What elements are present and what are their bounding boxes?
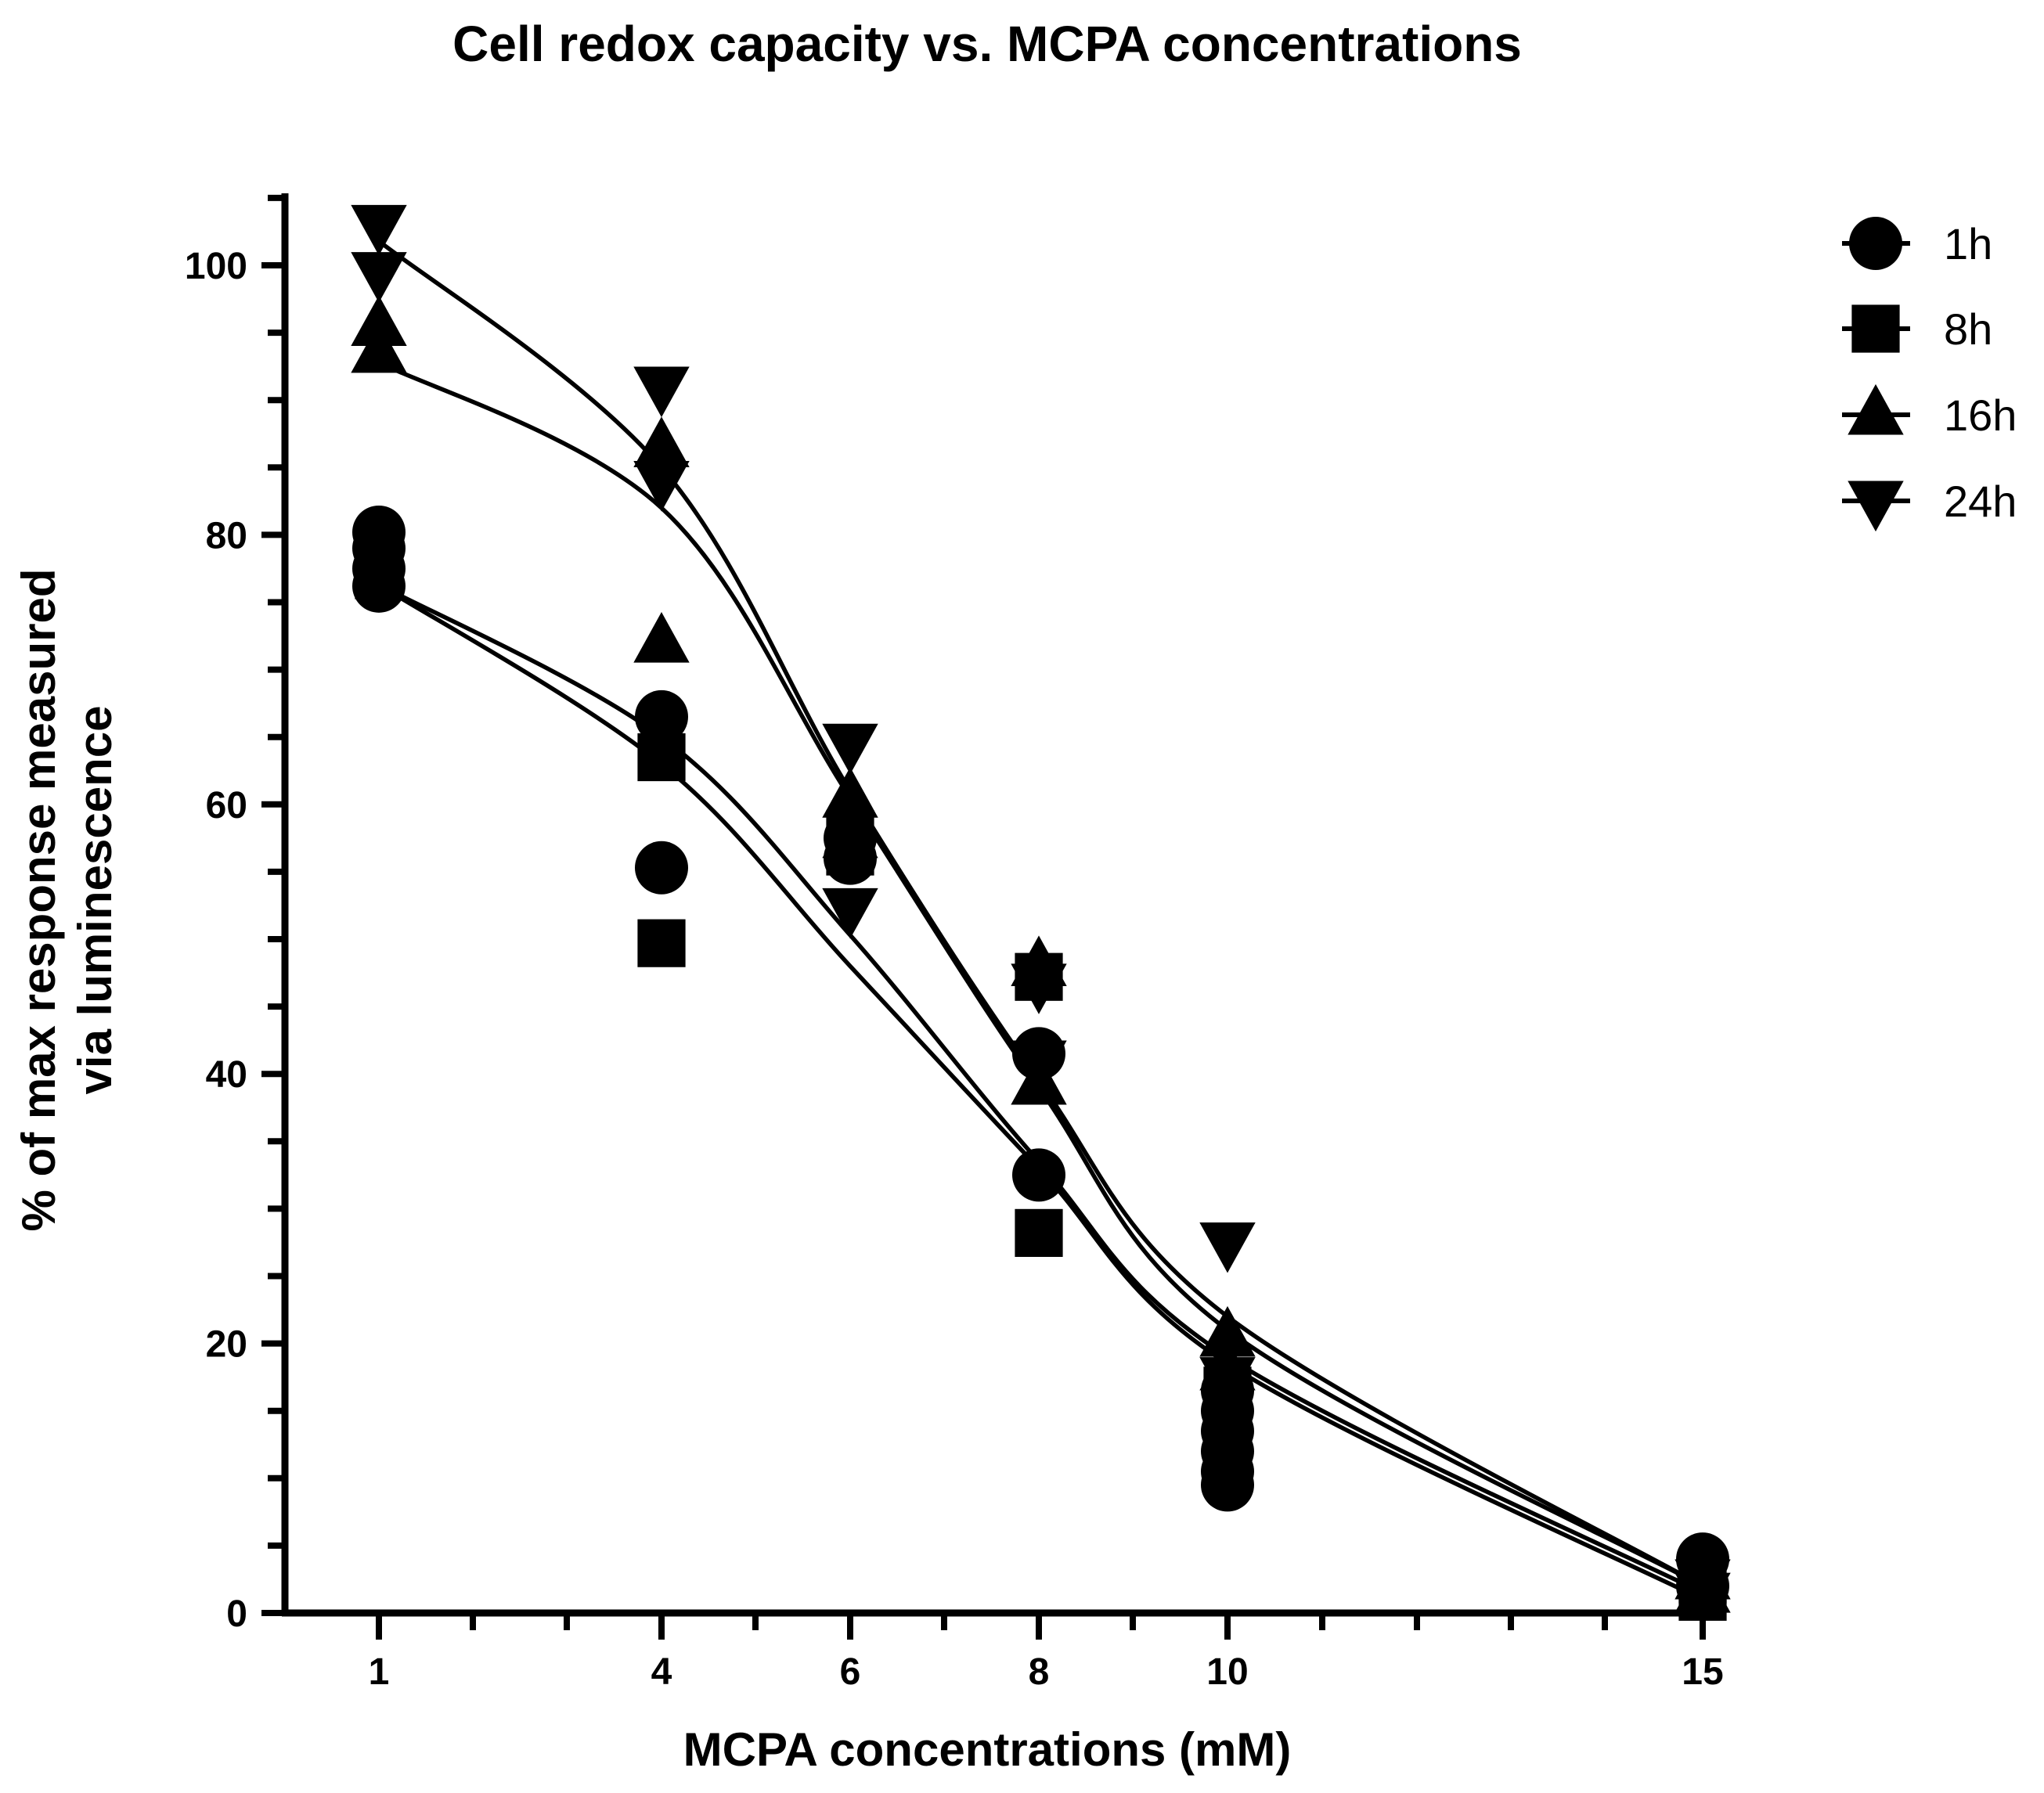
data-point-24h — [1011, 963, 1067, 1014]
x-tick-label: 6 — [840, 1651, 861, 1693]
data-point-24h — [1199, 1357, 1256, 1408]
x-axis-label: MCPA concentrations (mM) — [683, 1723, 1292, 1776]
data-point-24h — [351, 204, 407, 256]
data-point-16h — [633, 416, 690, 467]
data-point-24h — [633, 366, 690, 418]
data-point-8h — [1015, 1208, 1063, 1257]
y-axis-label-line-1: % of max response measured — [13, 568, 65, 1231]
x-tick-label: 10 — [1206, 1651, 1248, 1693]
data-point-24h — [822, 887, 878, 939]
y-tick-label: 80 — [206, 515, 247, 556]
legend-label-16h: 16h — [1944, 391, 2017, 440]
fit-curve-24h — [377, 239, 1704, 1588]
y-tick-label: 20 — [206, 1324, 247, 1366]
y-tick-label: 100 — [185, 246, 247, 287]
data-point-24h — [633, 461, 690, 512]
fit-curve-16h — [377, 360, 1704, 1588]
data-point-1h — [635, 689, 688, 743]
legend-marker-24h — [1848, 481, 1904, 532]
data-point-24h — [1674, 1572, 1731, 1624]
x-tick-label: 15 — [1682, 1651, 1723, 1693]
fit-curve-8h — [377, 582, 1704, 1602]
data-point-16h — [633, 612, 690, 663]
data-point-16h — [1199, 1305, 1256, 1357]
y-tick-label: 40 — [206, 1054, 247, 1096]
data-points — [351, 204, 1731, 1624]
data-point-16h — [822, 807, 878, 859]
data-point-16h — [351, 295, 407, 346]
data-point-8h — [637, 733, 686, 782]
legend-label-8h: 8h — [1944, 304, 1992, 354]
data-point-1h — [1201, 1458, 1254, 1512]
x-tick-label: 8 — [1029, 1651, 1050, 1693]
x-tick-label: 4 — [651, 1651, 672, 1693]
x-ticks: 1 4 6 8 10 15 — [369, 1613, 1724, 1693]
data-point-24h — [822, 723, 878, 775]
y-tick-label: 60 — [206, 785, 247, 826]
y-ticks: 0 20 40 60 80 100 — [185, 194, 285, 1635]
y-axis-label-line-2: via luminescence — [69, 706, 121, 1095]
y-axis-label: % of max response measured via luminesce… — [13, 568, 121, 1231]
legend-marker-8h — [1851, 304, 1900, 353]
data-point-8h — [1203, 1400, 1252, 1449]
legend-marker-16h — [1848, 383, 1904, 435]
data-point-8h — [355, 551, 403, 599]
data-point-1h — [1012, 1148, 1065, 1202]
data-point-16h — [822, 767, 878, 818]
legend: 1h 8h 16h 24h — [1842, 217, 2017, 532]
chart-title: Cell redox capacity vs. MCPA concentrati… — [452, 16, 1522, 72]
axes — [281, 193, 1716, 1617]
data-point-24h — [1011, 1040, 1067, 1092]
legend-label-1h: 1h — [1944, 219, 1992, 268]
fit-curve-1h — [377, 582, 1704, 1595]
data-point-24h — [351, 252, 407, 303]
data-point-16h — [351, 322, 407, 373]
x-tick-label: 1 — [369, 1651, 390, 1693]
data-point-24h — [1199, 1222, 1256, 1273]
data-point-8h — [637, 919, 686, 967]
y-tick-label: 0 — [226, 1593, 247, 1635]
fit-curves — [377, 239, 1704, 1602]
data-point-1h — [635, 841, 688, 895]
legend-marker-1h — [1849, 217, 1902, 270]
legend-label-24h: 24h — [1944, 477, 2017, 526]
